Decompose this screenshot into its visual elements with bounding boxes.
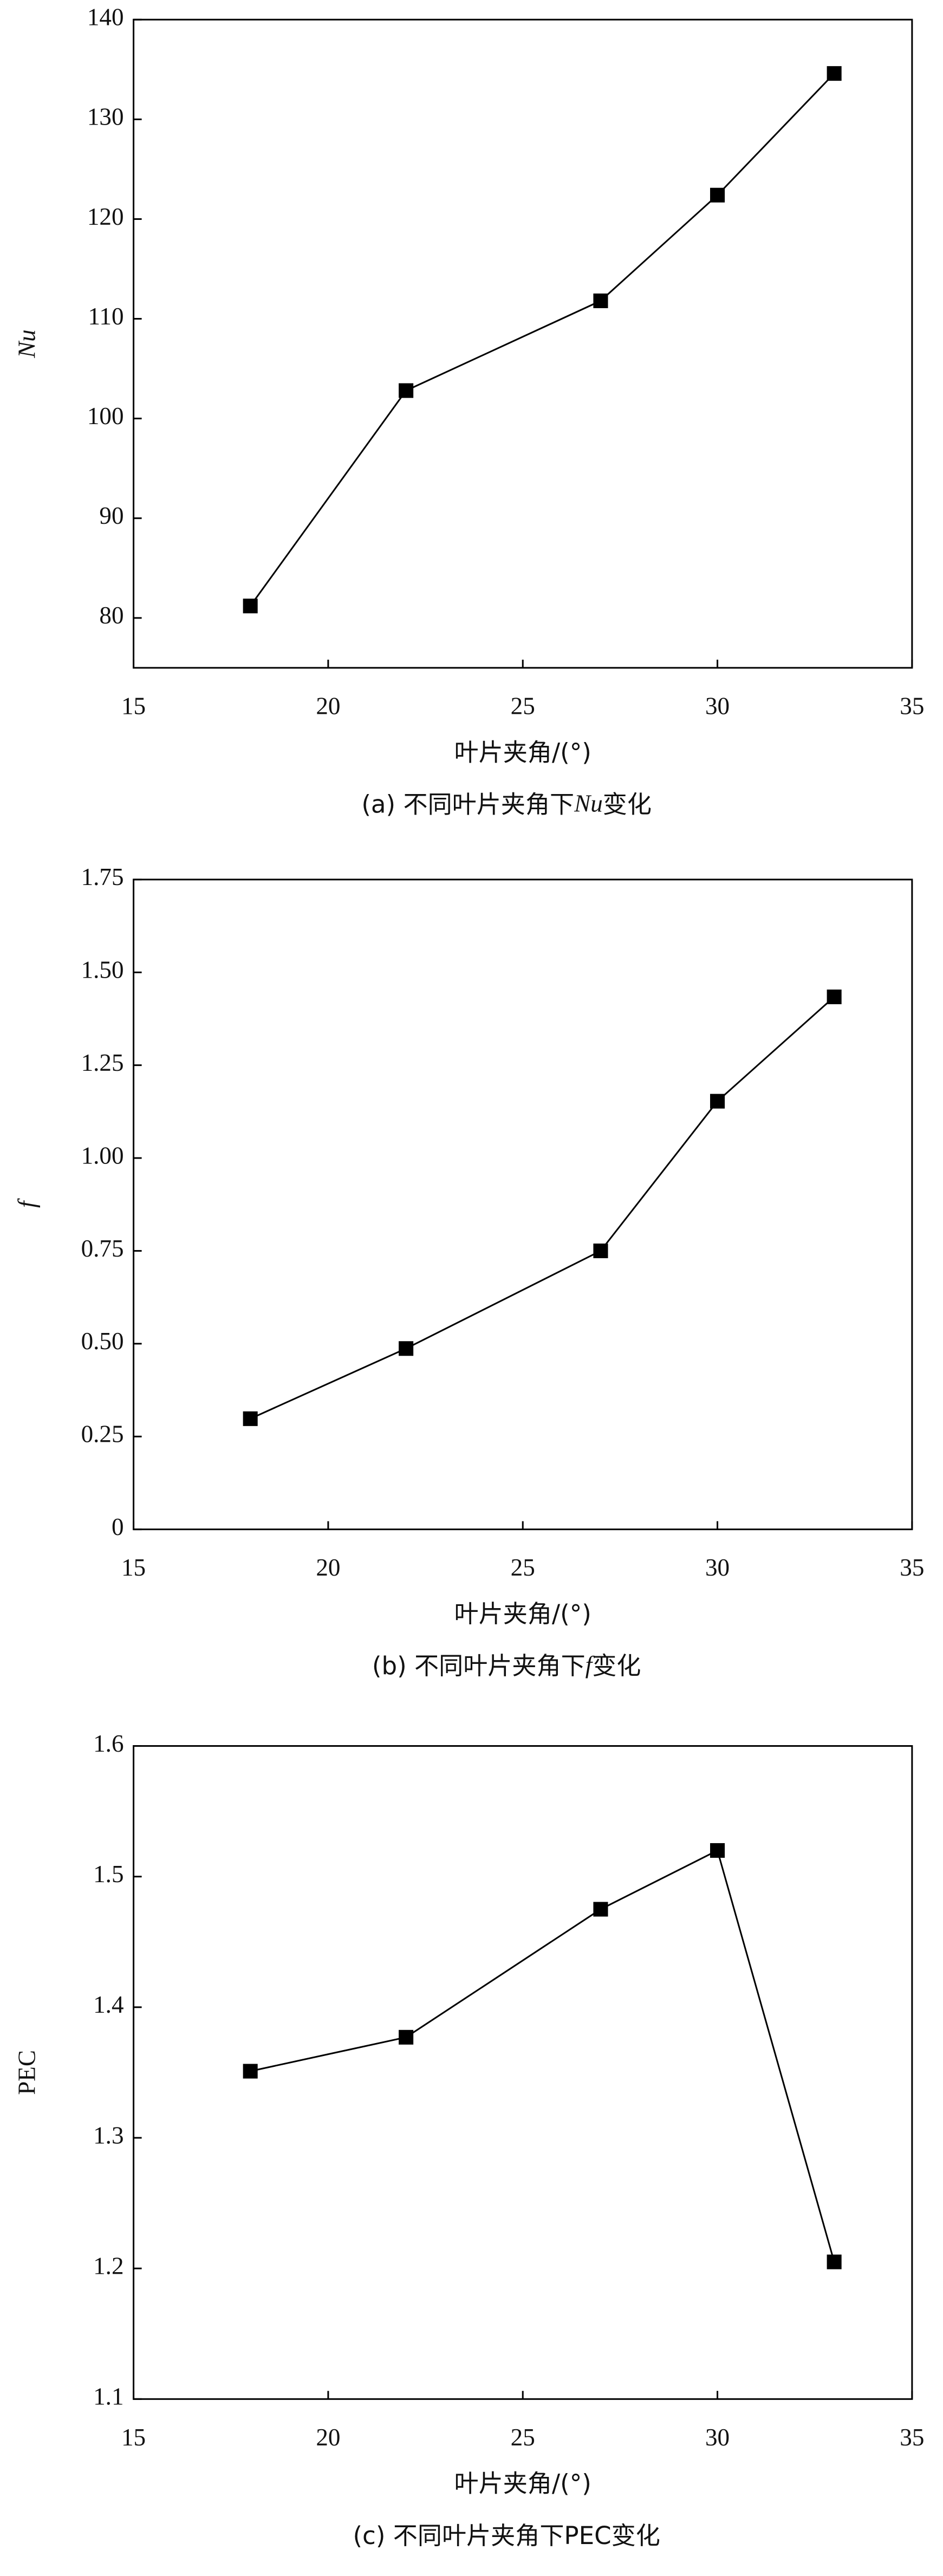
plot-frame bbox=[133, 879, 913, 1531]
series-line bbox=[250, 1849, 835, 2262]
y-tick-label: 1.00 bbox=[81, 1142, 124, 1169]
x-tick-label: 20 bbox=[316, 1554, 340, 1581]
data-point bbox=[593, 1243, 608, 1258]
caption: (b) 不同叶片夹角下f变化 bbox=[372, 1651, 641, 1680]
x-tick-label: 25 bbox=[511, 1554, 535, 1581]
y-tick-label: 1.2 bbox=[93, 2253, 123, 2280]
y-tick-label: 1.3 bbox=[93, 2122, 123, 2149]
y-axis-label: Nu bbox=[13, 329, 40, 359]
y-tick-label: 110 bbox=[88, 303, 124, 330]
x-tick-label: 15 bbox=[121, 1554, 146, 1581]
caption-part: Nu bbox=[574, 790, 603, 817]
data-point bbox=[243, 1411, 258, 1426]
y-tick-label: 1.6 bbox=[93, 1730, 123, 1757]
data-point bbox=[710, 1843, 725, 1858]
caption-part: 变化 bbox=[603, 790, 652, 819]
y-tick-label: 1.4 bbox=[93, 1991, 123, 2018]
y-tick-label: 90 bbox=[99, 502, 123, 529]
data-point bbox=[827, 66, 842, 81]
y-tick-label: 100 bbox=[87, 402, 124, 430]
y-tick-label: 1.5 bbox=[93, 1861, 123, 1888]
y-tick-label: 1.1 bbox=[93, 2383, 123, 2410]
x-tick-label: 20 bbox=[316, 2424, 340, 2451]
data-point bbox=[827, 989, 842, 1005]
y-tick-label: 1.75 bbox=[81, 863, 124, 890]
caption: (a) 不同叶片夹角下Nu变化 bbox=[361, 790, 652, 819]
x-axis-label: 叶片夹角/(°) bbox=[454, 738, 591, 766]
data-point bbox=[593, 293, 608, 308]
x-tick-label: 30 bbox=[705, 692, 730, 719]
caption-part: PEC bbox=[564, 2521, 611, 2550]
y-tick-label: 80 bbox=[99, 602, 123, 629]
caption-part: (b) 不同叶片夹角下 bbox=[372, 1651, 586, 1680]
x-axis-label: 叶片夹角/(°) bbox=[454, 1599, 591, 1628]
x-tick-label: 35 bbox=[900, 692, 924, 719]
y-tick-label: 0.25 bbox=[81, 1421, 124, 1448]
data-point bbox=[243, 2064, 258, 2079]
series-line bbox=[250, 996, 835, 1420]
x-tick-label: 25 bbox=[511, 2424, 535, 2451]
data-point bbox=[827, 2254, 842, 2269]
y-tick-label: 140 bbox=[87, 4, 124, 31]
data-point bbox=[593, 1902, 608, 1917]
x-tick-label: 15 bbox=[121, 692, 146, 719]
y-tick-label: 130 bbox=[87, 103, 124, 131]
caption-part: (a) 不同叶片夹角下 bbox=[361, 790, 574, 819]
x-tick-label: 35 bbox=[900, 1554, 924, 1581]
y-tick-label: 0.75 bbox=[81, 1235, 124, 1262]
x-tick-label: 20 bbox=[316, 692, 340, 719]
caption-part: 变化 bbox=[592, 1651, 641, 1680]
x-tick-label: 35 bbox=[900, 2424, 924, 2451]
x-tick-label: 25 bbox=[511, 692, 535, 719]
y-tick-label: 1.25 bbox=[81, 1049, 124, 1076]
data-point bbox=[710, 187, 725, 203]
data-point bbox=[399, 383, 414, 398]
data-point bbox=[399, 1341, 414, 1356]
data-point bbox=[399, 2029, 414, 2045]
plot-frame bbox=[133, 18, 913, 669]
caption: (c) 不同叶片夹角下PEC变化 bbox=[353, 2521, 660, 2550]
y-axis-label: PEC bbox=[13, 2050, 40, 2095]
x-tick-label: 30 bbox=[705, 1554, 730, 1581]
x-tick-label: 15 bbox=[121, 2424, 146, 2451]
data-point bbox=[710, 1094, 725, 1109]
y-tick-label: 0 bbox=[112, 1513, 124, 1540]
x-tick-label: 30 bbox=[705, 2424, 730, 2451]
caption-part: 变化 bbox=[612, 2521, 660, 2550]
series-line bbox=[249, 73, 835, 607]
y-tick-label: 1.50 bbox=[81, 957, 124, 984]
y-tick-label: 120 bbox=[87, 203, 124, 230]
caption-part: (c) 不同叶片夹角下 bbox=[353, 2521, 564, 2550]
y-tick-label: 0.50 bbox=[81, 1328, 124, 1355]
y-axis-label: f bbox=[13, 1198, 40, 1208]
data-point bbox=[243, 599, 258, 614]
x-axis-label: 叶片夹角/(°) bbox=[454, 2469, 591, 2498]
